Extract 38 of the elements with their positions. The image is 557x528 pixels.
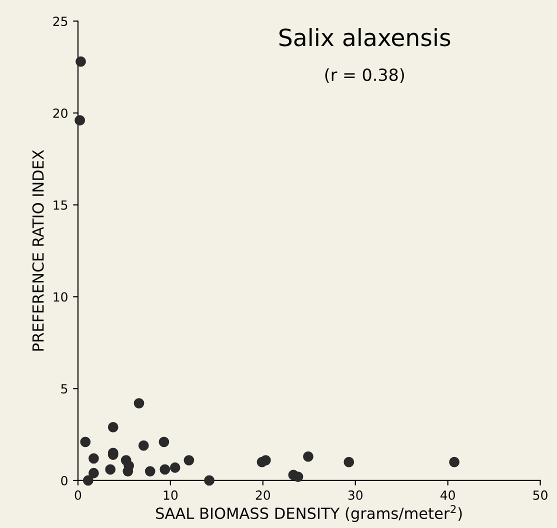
point: [134, 398, 144, 408]
point: [82, 475, 94, 486]
point: [88, 453, 99, 464]
x-tick-label: 10: [164, 490, 178, 500]
y-tick-label: 25: [53, 16, 68, 26]
point: [74, 115, 86, 126]
point: [170, 462, 180, 473]
x-tick-label: 40: [440, 490, 455, 500]
point: [303, 451, 314, 462]
y-axis-title: PREFERENCE RATIO INDEX: [32, 150, 44, 351]
point: [124, 460, 134, 471]
point: [344, 456, 354, 468]
y-tick-label: 5: [61, 384, 68, 394]
point: [144, 466, 156, 476]
point: [160, 464, 170, 475]
chart-title: Salix alaxensis: [279, 28, 450, 46]
x-axis-title: SAAL BIOMASS DENSITY (grams/meter$^{2}$): [156, 505, 462, 522]
point: [204, 475, 214, 486]
point: [108, 422, 118, 432]
point: [138, 440, 149, 451]
x-tick-label: 20: [256, 490, 270, 500]
point: [80, 436, 91, 448]
point: [105, 464, 116, 475]
y-tick-label: 0: [61, 476, 68, 486]
y-tick-label: 15: [54, 200, 68, 210]
point: [158, 436, 170, 448]
point: [88, 468, 99, 478]
point: [292, 472, 304, 482]
x-tick-label: 0: [74, 490, 82, 500]
point: [260, 455, 271, 466]
point: [184, 455, 194, 466]
y-tick-label: 10: [54, 292, 68, 302]
point: [76, 56, 86, 67]
x-tick-label: 50: [533, 490, 548, 500]
x-tick-label: 30: [348, 490, 362, 500]
point: [449, 456, 460, 468]
text: (r = 0.38): [325, 68, 404, 84]
y-tick-label: 20: [53, 108, 68, 118]
